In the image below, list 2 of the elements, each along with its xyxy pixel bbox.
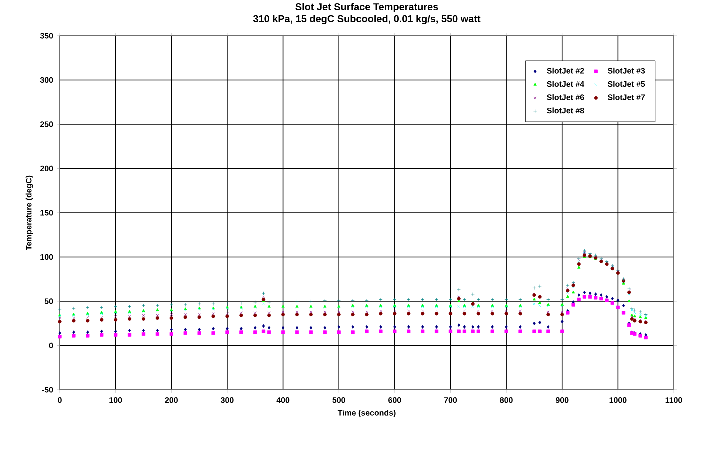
- chart-subtitle: 310 kPa, 15 degC Subcooled, 0.01 kg/s, 550 watt: [253, 15, 481, 24]
- chart-title: Slot Jet Surface Temperatures: [296, 3, 438, 12]
